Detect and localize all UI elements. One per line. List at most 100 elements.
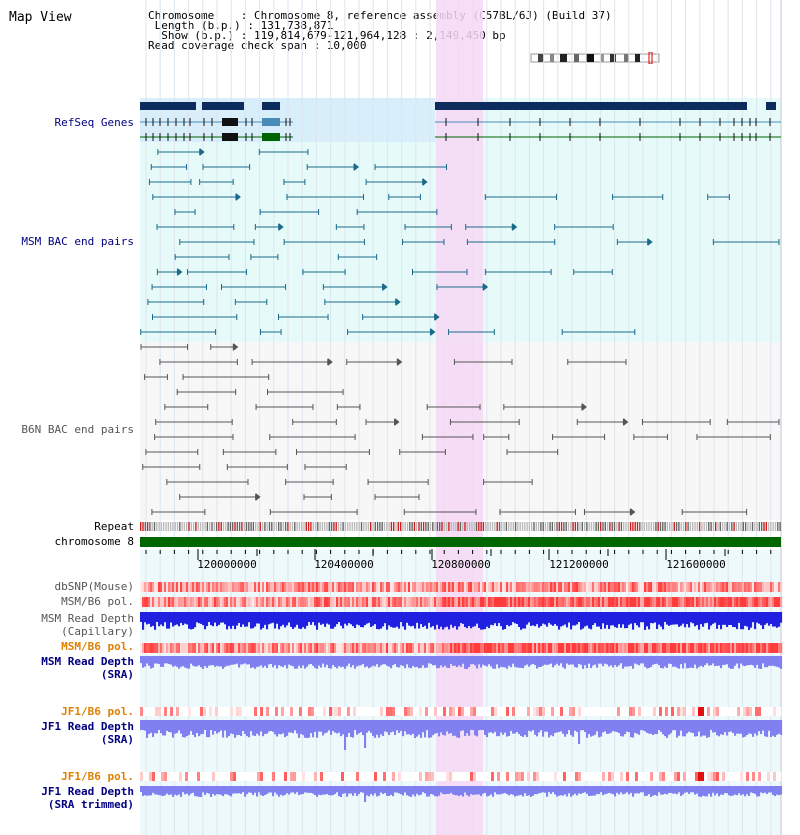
msm-b6-pol-stripe bbox=[704, 597, 707, 607]
track-label-jf1-b6-pol-1[interactable]: JF1/B6 pol. bbox=[61, 705, 134, 718]
msm-depth-sra-bar bbox=[696, 656, 699, 669]
dbsnp-stripe bbox=[140, 582, 143, 592]
msm-b6-pol-stripe bbox=[166, 597, 169, 607]
jf1-b6-pol-stripe bbox=[755, 707, 758, 716]
msm-depth-capillary-bar bbox=[326, 612, 329, 624]
repeat-element bbox=[632, 522, 634, 531]
msm-depth-capillary-bar bbox=[286, 612, 289, 626]
track-label-jf1-b6-pol-2[interactable]: JF1/B6 pol. bbox=[61, 770, 134, 783]
msm-b6-pol2-stripe bbox=[476, 643, 479, 653]
track-label-msm-depth-cap[interactable]: MSM Read Depth bbox=[41, 612, 134, 625]
jf1-depth-trim-bar bbox=[192, 786, 195, 793]
jf1-depth-trim-bar bbox=[780, 786, 783, 795]
chromosome-ideogram[interactable] bbox=[530, 52, 660, 64]
jf1-depth-sra-bar bbox=[166, 720, 169, 731]
repeat-element bbox=[344, 522, 347, 531]
repeat-element bbox=[609, 522, 611, 531]
msm-depth-sra-bar bbox=[224, 656, 227, 667]
jf1-depth-trim-bar bbox=[166, 786, 169, 794]
jf1-b6-pol2-stripe bbox=[554, 772, 557, 781]
msm-depth-sra-bar bbox=[722, 656, 725, 665]
track-label-jf1-depth-trim[interactable]: JF1 Read Depth bbox=[41, 785, 134, 798]
msm-b6-pol-stripe bbox=[448, 597, 451, 607]
msm-depth-sra-bar bbox=[412, 656, 415, 666]
dbsnp-stripe bbox=[204, 582, 207, 592]
repeat-element bbox=[436, 522, 439, 531]
track-label-chromosome[interactable]: chromosome 8 bbox=[54, 535, 134, 548]
track-label-msm-b6-pol-2[interactable]: MSM/B6 pol. bbox=[61, 640, 134, 653]
msm-depth-capillary-bar bbox=[332, 612, 335, 629]
jf1-b6-pol-stripe bbox=[434, 707, 437, 716]
msm-b6-pol-stripe bbox=[776, 597, 779, 607]
msm-depth-capillary-bar bbox=[652, 612, 655, 624]
msm-depth-sra-bar bbox=[202, 656, 205, 669]
repeat-element bbox=[204, 522, 206, 531]
msm-b6-pol2-stripe bbox=[330, 643, 333, 653]
track-label-b6n-bac[interactable]: B6N BAC end pairs bbox=[21, 423, 134, 436]
msm-b6-pol-stripe bbox=[562, 597, 565, 607]
jf1-b6-pol2-stripe bbox=[179, 772, 182, 781]
dbsnp-stripe bbox=[370, 582, 373, 592]
msm-depth-capillary-bar bbox=[650, 612, 653, 624]
track-label-msm-b6-pol-1[interactable]: MSM/B6 pol. bbox=[61, 595, 134, 608]
jf1-b6-pol2-stripe bbox=[446, 772, 449, 781]
jf1-depth-trim-bar bbox=[748, 786, 751, 796]
jf1-depth-trim-bar bbox=[344, 786, 347, 794]
dbsnp-stripe bbox=[358, 582, 361, 592]
jf1-depth-sra-bar bbox=[210, 720, 213, 731]
msm-depth-sra-bar bbox=[408, 656, 411, 668]
jf1-b6-pol2-stripe bbox=[722, 772, 725, 781]
jf1-depth-trim-bar bbox=[704, 786, 707, 797]
jf1-depth-sra-bar bbox=[712, 720, 715, 733]
dbsnp-stripe bbox=[470, 582, 473, 592]
dbsnp-stripe bbox=[502, 582, 505, 592]
msm-depth-sra-bar bbox=[152, 656, 155, 668]
msm-b6-pol2-stripe bbox=[678, 643, 681, 653]
track-label-msm-depth-sra[interactable]: MSM Read Depth bbox=[41, 655, 134, 668]
msm-depth-sra-bar bbox=[384, 656, 387, 665]
dbsnp-stripe bbox=[276, 582, 279, 592]
dbsnp-stripe bbox=[238, 582, 241, 592]
track-label-repeat[interactable]: Repeat bbox=[94, 520, 134, 533]
msm-b6-pol2-stripe bbox=[180, 643, 183, 653]
jf1-b6-pol2-stripe bbox=[341, 772, 344, 781]
repeat-element bbox=[627, 522, 629, 531]
msm-depth-sra-bar bbox=[302, 656, 305, 666]
msm-depth-capillary-bar bbox=[528, 612, 531, 623]
msm-depth-sra-bar bbox=[554, 656, 557, 666]
track-label-refseq[interactable]: RefSeq Genes bbox=[54, 116, 134, 129]
jf1-depth-sra-bar bbox=[414, 720, 417, 738]
jf1-depth-trim-bar bbox=[172, 786, 175, 797]
msm-b6-pol-stripe bbox=[658, 597, 661, 607]
track-label-dbsnp[interactable]: dbSNP(Mouse) bbox=[54, 580, 134, 593]
msm-b6-pol2-stripe bbox=[306, 643, 309, 653]
dbsnp-stripe bbox=[158, 582, 161, 592]
msm-depth-capillary-bar bbox=[150, 612, 153, 627]
msm-depth-sra-bar bbox=[348, 656, 351, 664]
track-label-msm-bac[interactable]: MSM BAC end pairs bbox=[21, 235, 134, 248]
msm-depth-capillary-bar bbox=[200, 612, 203, 624]
jf1-depth-trim-bar bbox=[552, 786, 555, 793]
msm-depth-capillary-bar bbox=[710, 612, 713, 626]
dbsnp-stripe bbox=[446, 582, 449, 592]
jf1-depth-trim-bar bbox=[514, 786, 517, 797]
msm-depth-sra-bar bbox=[250, 656, 253, 668]
jf1-depth-sra-bar bbox=[638, 720, 641, 735]
msm-depth-sra-bar bbox=[164, 656, 167, 664]
msm-depth-sra-bar bbox=[194, 656, 197, 667]
msm-depth-capillary-bar bbox=[548, 612, 551, 623]
jf1-depth-sra-bar bbox=[614, 720, 617, 732]
msm-b6-pol-stripe bbox=[478, 597, 481, 607]
msm-depth-capillary-bar bbox=[634, 612, 637, 624]
msm-b6-pol-stripe bbox=[702, 597, 705, 607]
msm-b6-pol2-stripe bbox=[616, 643, 619, 653]
track-label-jf1-depth-sra[interactable]: JF1 Read Depth bbox=[41, 720, 134, 733]
msm-b6-pol-stripe bbox=[364, 597, 367, 607]
dbsnp-stripe bbox=[760, 582, 763, 592]
msm-depth-capillary-bar bbox=[206, 612, 209, 627]
msm-depth-sra-bar bbox=[388, 656, 391, 667]
repeat-element bbox=[153, 522, 156, 531]
jf1-depth-trim-bar bbox=[440, 786, 443, 793]
msm-depth-capillary-bar bbox=[618, 612, 621, 625]
